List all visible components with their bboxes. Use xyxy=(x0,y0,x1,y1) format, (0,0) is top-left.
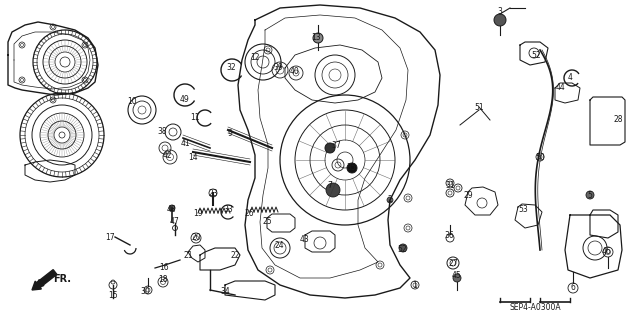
Text: 33: 33 xyxy=(223,205,233,214)
Text: 1: 1 xyxy=(413,280,417,290)
Circle shape xyxy=(453,274,461,282)
Circle shape xyxy=(494,14,506,26)
Text: 11: 11 xyxy=(190,114,200,122)
Text: 52: 52 xyxy=(397,246,407,255)
Text: 15: 15 xyxy=(108,291,118,300)
Text: 44: 44 xyxy=(556,84,566,93)
Text: 49: 49 xyxy=(180,95,190,105)
Text: 2: 2 xyxy=(388,196,392,204)
Text: 16: 16 xyxy=(159,263,169,271)
Text: 50: 50 xyxy=(535,152,545,161)
Text: 42: 42 xyxy=(162,151,172,160)
Text: 12: 12 xyxy=(250,53,260,62)
Text: 20: 20 xyxy=(191,233,201,241)
Text: 23: 23 xyxy=(208,189,218,197)
Text: 52: 52 xyxy=(531,50,541,60)
Text: 4: 4 xyxy=(568,73,572,83)
Text: 40: 40 xyxy=(290,68,300,77)
Text: 17: 17 xyxy=(105,233,115,241)
Text: 47: 47 xyxy=(169,218,179,226)
Text: 9: 9 xyxy=(228,129,232,137)
Circle shape xyxy=(169,205,175,211)
Text: 3: 3 xyxy=(497,8,502,17)
Text: 14: 14 xyxy=(188,152,198,161)
Text: 13: 13 xyxy=(311,33,321,42)
Text: 19: 19 xyxy=(193,209,203,218)
Circle shape xyxy=(325,143,335,153)
Text: 32: 32 xyxy=(226,63,236,72)
Text: 39: 39 xyxy=(273,63,283,71)
Text: 38: 38 xyxy=(157,128,167,137)
Circle shape xyxy=(387,197,393,203)
Circle shape xyxy=(586,191,594,199)
Text: 31: 31 xyxy=(445,181,455,189)
Circle shape xyxy=(313,33,323,43)
Text: 43: 43 xyxy=(300,235,310,244)
Circle shape xyxy=(347,163,357,173)
Text: 34: 34 xyxy=(220,287,230,296)
Text: 21: 21 xyxy=(183,250,193,259)
Text: 10: 10 xyxy=(127,98,137,107)
Circle shape xyxy=(326,183,340,197)
Text: 48: 48 xyxy=(166,205,176,214)
Text: 24: 24 xyxy=(274,241,284,249)
Text: 6: 6 xyxy=(571,283,575,292)
Text: 53: 53 xyxy=(518,205,528,214)
Text: FR.: FR. xyxy=(53,274,71,284)
Text: 35: 35 xyxy=(346,162,356,172)
Text: 28: 28 xyxy=(613,115,623,124)
Text: 25: 25 xyxy=(262,218,272,226)
Text: 18: 18 xyxy=(158,276,168,285)
Text: 45: 45 xyxy=(452,271,462,279)
Text: SEP4-A0300A: SEP4-A0300A xyxy=(510,302,562,311)
Circle shape xyxy=(399,244,407,252)
Text: 29: 29 xyxy=(463,191,473,201)
FancyArrow shape xyxy=(32,270,57,290)
Text: 51: 51 xyxy=(474,102,484,112)
Text: 26: 26 xyxy=(244,209,254,218)
Text: 5: 5 xyxy=(588,190,593,199)
Text: 37: 37 xyxy=(331,140,341,150)
Text: 46: 46 xyxy=(602,248,612,256)
Text: 7: 7 xyxy=(328,181,332,189)
Text: 30: 30 xyxy=(140,287,150,296)
Text: 27: 27 xyxy=(448,258,458,268)
Text: 41: 41 xyxy=(180,138,190,147)
Text: 22: 22 xyxy=(230,250,240,259)
Text: 36: 36 xyxy=(444,232,454,241)
